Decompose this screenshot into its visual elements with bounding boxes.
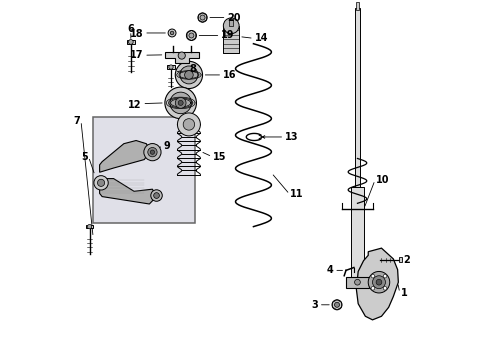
Text: 11: 11 — [290, 189, 303, 199]
Bar — [350, 187, 363, 280]
Circle shape — [372, 276, 385, 289]
Bar — [86, 225, 93, 228]
Bar — [167, 65, 174, 69]
Circle shape — [184, 71, 193, 79]
Polygon shape — [164, 52, 199, 63]
Text: 6: 6 — [127, 24, 134, 35]
Circle shape — [147, 148, 157, 157]
Circle shape — [183, 119, 194, 130]
Text: 3: 3 — [311, 300, 317, 310]
Text: 16: 16 — [223, 70, 236, 80]
Text: 2: 2 — [402, 255, 409, 265]
Circle shape — [178, 100, 183, 105]
Text: 17: 17 — [130, 50, 143, 60]
Circle shape — [188, 33, 194, 38]
Text: 18: 18 — [129, 29, 143, 39]
Polygon shape — [356, 248, 398, 320]
Circle shape — [180, 66, 198, 84]
Circle shape — [370, 287, 374, 290]
Bar — [229, 19, 233, 26]
Circle shape — [367, 271, 389, 293]
Bar — [126, 40, 135, 44]
Text: 19: 19 — [221, 31, 234, 40]
Text: 5: 5 — [81, 152, 88, 162]
Bar — [355, 3, 358, 10]
Text: 13: 13 — [285, 132, 298, 142]
Circle shape — [200, 15, 204, 20]
Circle shape — [186, 31, 196, 41]
Text: 4: 4 — [326, 265, 333, 275]
Circle shape — [383, 274, 386, 278]
Circle shape — [175, 98, 185, 108]
Circle shape — [150, 150, 154, 154]
Circle shape — [178, 52, 185, 59]
Circle shape — [175, 61, 202, 89]
Circle shape — [177, 113, 200, 136]
Circle shape — [153, 193, 159, 198]
Text: 15: 15 — [212, 152, 226, 162]
Bar — [345, 277, 368, 288]
Circle shape — [170, 31, 174, 35]
Text: 8: 8 — [189, 64, 196, 74]
Circle shape — [354, 279, 360, 285]
Circle shape — [164, 87, 196, 119]
Text: 7: 7 — [73, 116, 80, 126]
Circle shape — [87, 225, 92, 229]
Bar — [354, 8, 359, 187]
Bar — [93, 117, 195, 223]
Circle shape — [375, 279, 381, 285]
Circle shape — [168, 65, 173, 69]
Circle shape — [143, 144, 161, 161]
Circle shape — [198, 13, 207, 22]
Text: 10: 10 — [375, 175, 388, 185]
Circle shape — [94, 176, 108, 190]
Circle shape — [169, 92, 191, 114]
Circle shape — [223, 18, 239, 34]
Text: 9: 9 — [163, 141, 169, 151]
Circle shape — [331, 300, 341, 310]
Text: 20: 20 — [227, 13, 240, 23]
Circle shape — [97, 179, 104, 186]
Text: 14: 14 — [254, 33, 267, 43]
Bar — [398, 257, 401, 262]
Bar — [223, 26, 239, 53]
Polygon shape — [100, 140, 150, 172]
Circle shape — [150, 190, 162, 201]
Circle shape — [334, 302, 339, 307]
Polygon shape — [100, 179, 156, 204]
Circle shape — [168, 29, 176, 37]
Circle shape — [128, 40, 133, 44]
Text: 12: 12 — [128, 100, 142, 110]
Circle shape — [383, 287, 386, 290]
Circle shape — [370, 274, 374, 278]
Text: 1: 1 — [400, 288, 407, 298]
